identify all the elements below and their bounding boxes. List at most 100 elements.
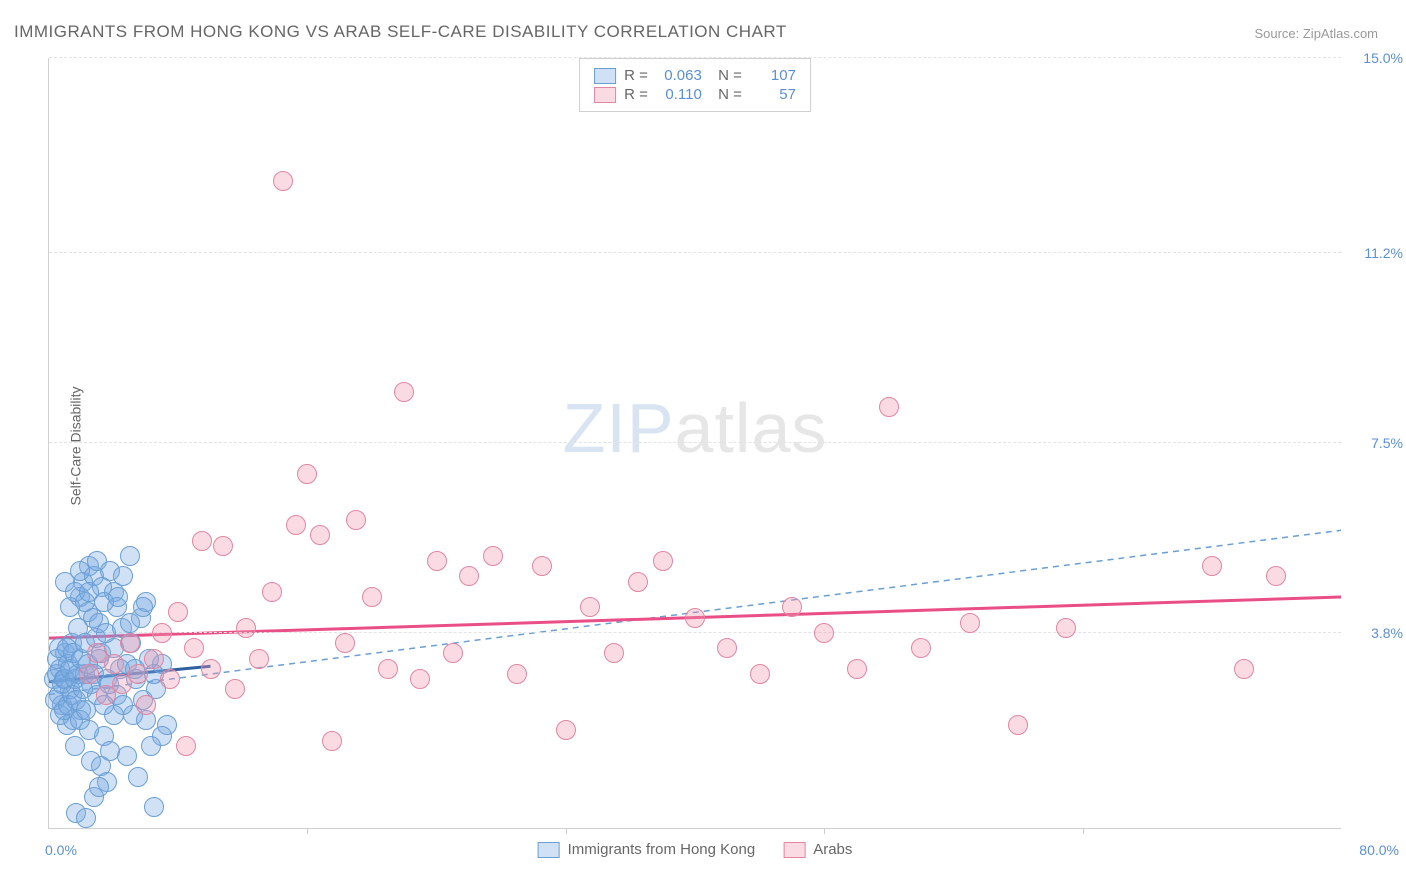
- data-point-hk: [65, 736, 85, 756]
- data-point-arab: [750, 664, 770, 684]
- y-tick-label: 3.8%: [1347, 625, 1403, 641]
- data-point-arab: [1266, 566, 1286, 586]
- data-point-arab: [717, 638, 737, 658]
- data-point-arab: [286, 515, 306, 535]
- data-point-arab: [685, 608, 705, 628]
- data-point-arab: [532, 556, 552, 576]
- data-point-arab: [427, 551, 447, 571]
- data-point-arab: [378, 659, 398, 679]
- trend-lines-layer: [49, 58, 1341, 828]
- legend-row-arab: R = 0.110 N = 57: [594, 86, 796, 103]
- data-point-arab: [782, 597, 802, 617]
- data-point-arab: [262, 582, 282, 602]
- data-point-hk: [70, 561, 90, 581]
- data-point-hk: [108, 587, 128, 607]
- swatch-hk-icon: [538, 842, 560, 858]
- r-value-hk: 0.063: [656, 67, 702, 84]
- n-value-hk: 107: [750, 67, 796, 84]
- data-point-arab: [201, 659, 221, 679]
- data-point-arab: [160, 669, 180, 689]
- data-point-arab: [104, 654, 124, 674]
- swatch-hk: [594, 68, 616, 84]
- y-tick-label: 7.5%: [1347, 435, 1403, 451]
- legend-row-hk: R = 0.063 N = 107: [594, 67, 796, 84]
- data-point-arab: [879, 397, 899, 417]
- data-point-arab: [1202, 556, 1222, 576]
- gridline-h: [49, 57, 1341, 58]
- x-tick-label: 0.0%: [45, 842, 77, 858]
- data-point-hk: [133, 597, 153, 617]
- data-point-arab: [128, 664, 148, 684]
- data-point-arab: [410, 669, 430, 689]
- gridline-h: [49, 252, 1341, 253]
- data-point-arab: [507, 664, 527, 684]
- data-point-hk: [89, 777, 109, 797]
- y-tick-label: 11.2%: [1347, 245, 1403, 261]
- correlation-legend: R = 0.063 N = 107 R = 0.110 N = 57: [579, 58, 811, 112]
- r-value-arab: 0.110: [656, 86, 702, 103]
- data-point-hk: [100, 741, 120, 761]
- data-point-hk: [113, 695, 133, 715]
- x-tick-label: 80.0%: [1359, 842, 1399, 858]
- data-point-arab: [960, 613, 980, 633]
- data-point-hk: [113, 566, 133, 586]
- data-point-hk: [79, 720, 99, 740]
- data-point-arab: [310, 525, 330, 545]
- data-point-arab: [152, 623, 172, 643]
- data-point-arab: [1234, 659, 1254, 679]
- series-legend: Immigrants from Hong Kong Arabs: [538, 841, 853, 858]
- chart-title: IMMIGRANTS FROM HONG KONG VS ARAB SELF-C…: [14, 22, 787, 42]
- source-attribution: Source: ZipAtlas.com: [1254, 26, 1378, 41]
- data-point-arab: [335, 633, 355, 653]
- data-point-hk: [120, 546, 140, 566]
- data-point-hk: [81, 751, 101, 771]
- data-point-hk: [128, 767, 148, 787]
- data-point-arab: [394, 382, 414, 402]
- data-point-arab: [459, 566, 479, 586]
- data-point-arab: [653, 551, 673, 571]
- data-point-arab: [136, 695, 156, 715]
- swatch-arab-icon: [783, 842, 805, 858]
- data-point-arab: [604, 643, 624, 663]
- data-point-arab: [225, 679, 245, 699]
- legend-item-arab: Arabs: [783, 841, 852, 858]
- data-point-arab: [120, 633, 140, 653]
- data-point-arab: [297, 464, 317, 484]
- legend-label-hk: Immigrants from Hong Kong: [568, 841, 756, 858]
- data-point-arab: [443, 643, 463, 663]
- gridline-h: [49, 442, 1341, 443]
- data-point-arab: [192, 531, 212, 551]
- data-point-arab: [580, 597, 600, 617]
- data-point-arab: [184, 638, 204, 658]
- data-point-arab: [362, 587, 382, 607]
- data-point-arab: [1056, 618, 1076, 638]
- data-point-arab: [814, 623, 834, 643]
- scatter-plot-area: ZIPatlas R = 0.063 N = 107 R = 0.110 N =…: [48, 58, 1341, 829]
- y-tick-label: 15.0%: [1347, 50, 1403, 66]
- data-point-arab: [213, 536, 233, 556]
- data-point-arab: [236, 618, 256, 638]
- data-point-arab: [176, 736, 196, 756]
- data-point-hk: [144, 797, 164, 817]
- data-point-arab: [346, 510, 366, 530]
- data-point-arab: [556, 720, 576, 740]
- data-point-arab: [911, 638, 931, 658]
- data-point-arab: [79, 664, 99, 684]
- swatch-arab: [594, 87, 616, 103]
- data-point-arab: [847, 659, 867, 679]
- data-point-arab: [249, 649, 269, 669]
- data-point-arab: [628, 572, 648, 592]
- x-tick-minor: [824, 828, 825, 834]
- data-point-arab: [322, 731, 342, 751]
- x-tick-minor: [1083, 828, 1084, 834]
- n-value-arab: 57: [750, 86, 796, 103]
- data-point-hk: [152, 726, 172, 746]
- x-tick-minor: [307, 828, 308, 834]
- data-point-hk: [76, 808, 96, 828]
- data-point-arab: [168, 602, 188, 622]
- legend-label-arab: Arabs: [813, 841, 852, 858]
- legend-item-hk: Immigrants from Hong Kong: [538, 841, 756, 858]
- data-point-arab: [144, 649, 164, 669]
- data-point-arab: [483, 546, 503, 566]
- data-point-arab: [273, 171, 293, 191]
